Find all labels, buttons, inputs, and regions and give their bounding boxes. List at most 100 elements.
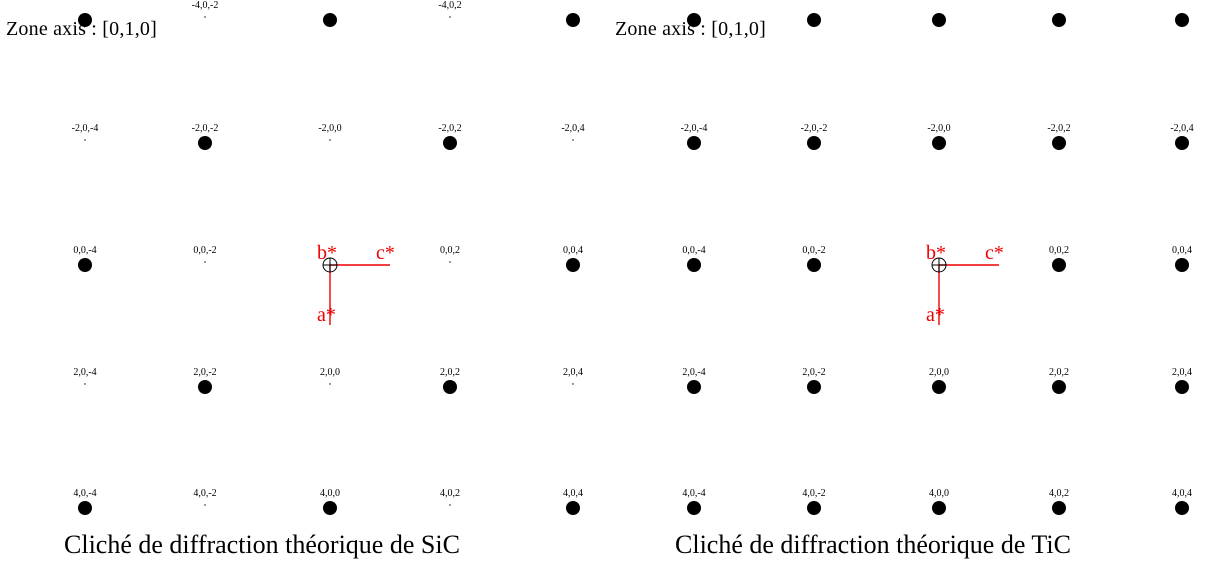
diffraction-spot [566, 258, 580, 272]
figure-caption-sic: Cliché de diffraction théorique de SiC [64, 530, 460, 559]
spot-label: 4,0,2 [440, 488, 460, 499]
spot-label: 4,0,4 [563, 488, 583, 499]
diffraction-spot [1052, 13, 1066, 27]
extinct-spot-dot [572, 383, 574, 385]
spot-label: 0,0,-2 [193, 245, 216, 256]
diffraction-spot [807, 136, 821, 150]
diffraction-spot [1052, 258, 1066, 272]
extinct-spot-dot [449, 504, 451, 506]
diffraction-spot [78, 258, 92, 272]
spot-label: 4,0,2 [1049, 488, 1069, 499]
extinct-spot-dot [84, 383, 86, 385]
extinct-spot-dot [329, 139, 331, 141]
spot-label: -2,0,-2 [192, 123, 219, 134]
diffraction-spot [687, 380, 701, 394]
b-star-label: b* [317, 242, 337, 264]
diffraction-spot [807, 380, 821, 394]
spot-label: 4,0,-4 [682, 488, 705, 499]
diffraction-spot [1052, 501, 1066, 515]
spot-label: 2,0,2 [440, 367, 460, 378]
spot-label: 0,0,-2 [802, 245, 825, 256]
spot-label: 0,0,4 [1172, 245, 1192, 256]
spot-label: 2,0,0 [320, 367, 340, 378]
extinct-spot-dot [449, 16, 451, 18]
spot-label: 0,0,2 [1049, 245, 1069, 256]
diffraction-spot [1175, 258, 1189, 272]
diffraction-spot [323, 501, 337, 515]
diffraction-spot [443, 136, 457, 150]
spot-label: 2,0,-2 [193, 367, 216, 378]
diffraction-panel-sic: -4,0,-2 -4,0,2 -2,0,-4 -2,0,-2 -2,0,0 -2,0,2 -… [0, 0, 600, 578]
diffraction-spot [932, 380, 946, 394]
spot-label: -2,0,0 [927, 123, 950, 134]
spot-label: -4,0,-2 [192, 0, 219, 11]
diffraction-spot [1175, 13, 1189, 27]
spot-label: 4,0,-2 [193, 488, 216, 499]
c-star-label: c* [985, 242, 1004, 264]
diffraction-spot [687, 501, 701, 515]
spot-label: 2,0,-4 [73, 367, 96, 378]
diffraction-pattern-sic: -4,0,-2 -4,0,2 -2,0,-4 -2,0,-2 -2,0,0 -2,0,2 -… [72, 0, 585, 515]
spot-label: 4,0,0 [320, 488, 340, 499]
diffraction-spot [1175, 380, 1189, 394]
spot-label: -2,0,-2 [801, 123, 828, 134]
extinct-spot-dot [84, 139, 86, 141]
spot-label: -2,0,4 [561, 123, 584, 134]
spot-label: 0,0,-4 [73, 245, 96, 256]
diffraction-spot [932, 13, 946, 27]
diffraction-spot [807, 258, 821, 272]
diffraction-spot [78, 501, 92, 515]
reciprocal-axes: b* c* a* [926, 242, 1004, 326]
spot-label: -2,0,2 [438, 123, 461, 134]
extinct-spot-dot [204, 261, 206, 263]
extinct-spot-dot [449, 261, 451, 263]
diffraction-spot [566, 501, 580, 515]
diffraction-spot [443, 380, 457, 394]
spot-label: -4,0,2 [438, 0, 461, 11]
diffraction-pattern-tic: -2,0,-4 -2,0,-2 -2,0,0 -2,0,2 -2,0,4 0,0,-4 0,… [681, 13, 1194, 515]
spot-label: 4,0,-4 [73, 488, 96, 499]
zone-axis-label: Zone axis : [0,1,0] [6, 18, 157, 40]
diffraction-panel-tic: -2,0,-4 -2,0,-2 -2,0,0 -2,0,2 -2,0,4 0,0,-4 0,… [609, 0, 1209, 578]
extinct-spot-dot [572, 139, 574, 141]
spot-label: 2,0,2 [1049, 367, 1069, 378]
a-star-label: a* [926, 304, 945, 326]
spot-label: 2,0,4 [563, 367, 583, 378]
a-star-label: a* [317, 304, 336, 326]
spot-label: 4,0,0 [929, 488, 949, 499]
spot-label: 0,0,2 [440, 245, 460, 256]
spot-label: -2,0,2 [1047, 123, 1070, 134]
diffraction-spot [78, 13, 92, 27]
spot-label: -2,0,0 [318, 123, 341, 134]
diffraction-spot [687, 136, 701, 150]
spot-label: 2,0,-4 [682, 367, 705, 378]
diffraction-spot [932, 501, 946, 515]
diffraction-spot [932, 136, 946, 150]
spot-label: -2,0,-4 [681, 123, 708, 134]
spot-label: 2,0,-2 [802, 367, 825, 378]
diffraction-spot [566, 13, 580, 27]
diffraction-spot [807, 13, 821, 27]
spot-label: 4,0,4 [1172, 488, 1192, 499]
spot-label: -2,0,-4 [72, 123, 99, 134]
extinct-spot-dot [204, 16, 206, 18]
diffraction-spot [1052, 380, 1066, 394]
extinct-spot-dot [204, 504, 206, 506]
c-star-label: c* [376, 242, 395, 264]
diffraction-spot [687, 13, 701, 27]
diffraction-spot [807, 501, 821, 515]
spot-label: 0,0,4 [563, 245, 583, 256]
spot-label: -2,0,4 [1170, 123, 1193, 134]
diffraction-spot [1052, 136, 1066, 150]
diffraction-spot [198, 136, 212, 150]
spot-label: 2,0,0 [929, 367, 949, 378]
diffraction-spot [1175, 501, 1189, 515]
zone-axis-label: Zone axis : [0,1,0] [615, 18, 766, 40]
diffraction-spot [1175, 136, 1189, 150]
b-star-label: b* [926, 242, 946, 264]
spot-label: 2,0,4 [1172, 367, 1192, 378]
diffraction-spot [323, 13, 337, 27]
spot-label: 4,0,-2 [802, 488, 825, 499]
reciprocal-axes: b* c* a* [317, 242, 395, 326]
figure-caption-tic: Cliché de diffraction théorique de TiC [675, 530, 1071, 559]
